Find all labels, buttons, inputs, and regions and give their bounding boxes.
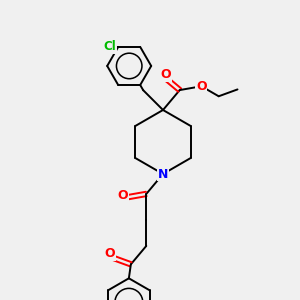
Text: N: N xyxy=(158,167,168,181)
Text: O: O xyxy=(105,247,116,260)
Text: O: O xyxy=(196,80,207,93)
Text: O: O xyxy=(117,189,128,202)
Text: Cl: Cl xyxy=(104,40,117,53)
Text: O: O xyxy=(160,68,171,81)
